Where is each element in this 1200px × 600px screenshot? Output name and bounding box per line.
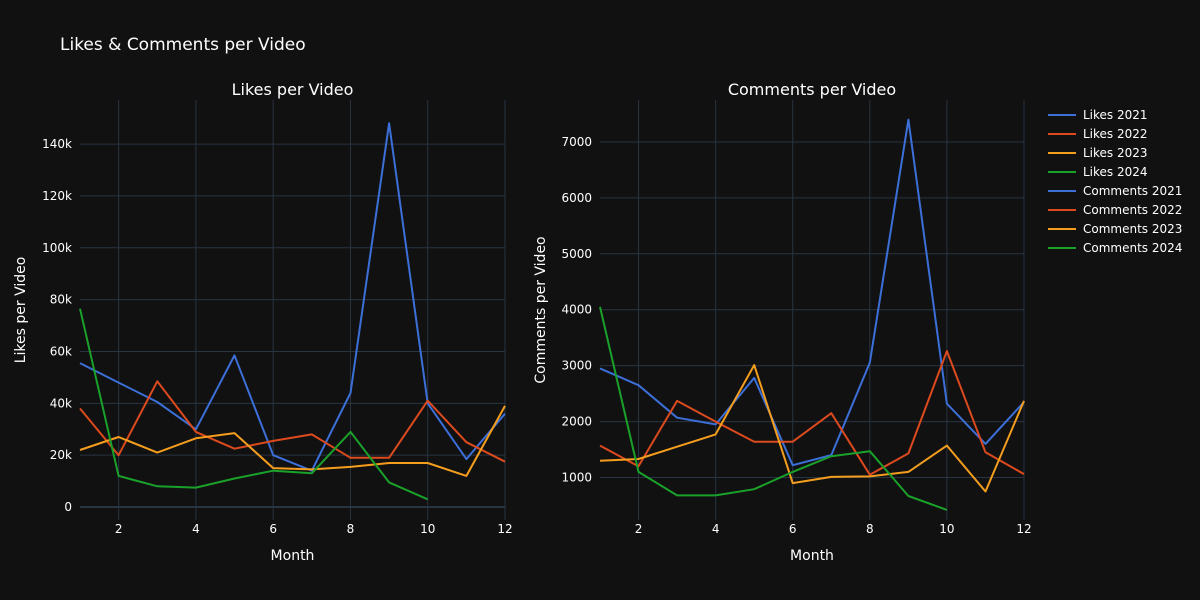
legend-item: Likes 2022 [1083,127,1148,141]
panel1-y-axis-title: Likes per Video [13,257,29,364]
legend-item: Likes 2023 [1083,146,1148,160]
panel2-series-line [599,364,1025,493]
panel1-x-tick-label: 10 [420,522,435,536]
panel2-x-axis-title: Month [790,548,834,564]
panel2-y-tick-label: 4000 [561,303,592,317]
panel1-series-line [79,308,429,501]
panel1-y-tick-label: 80k [50,293,72,307]
panel2-y-axis-title: Comments per Video [533,236,549,383]
legend-item: Comments 2024 [1083,241,1182,255]
panel2-y-tick-label: 1000 [561,470,592,484]
panel1-series-line [79,405,506,477]
panel1-series-line [79,380,506,463]
panel1-x-tick-label: 6 [269,522,277,536]
panel1-subplot-title: Likes per Video [232,80,354,99]
panel1-x-tick-label: 2 [115,522,123,536]
panel1-y-tick-label: 60k [50,344,72,358]
legend-item: Likes 2021 [1083,108,1148,122]
panel1-x-tick-label: 8 [347,522,355,536]
panel2-subplot-title: Comments per Video [728,80,896,99]
panel2-series-line [599,118,1025,467]
panel1-y-tick-label: 100k [42,241,72,255]
panel2-x-tick-label: 2 [635,522,643,536]
panel1-y-tick-label: 40k [50,396,72,410]
legend-item: Comments 2021 [1083,184,1182,198]
panel2-y-tick-label: 2000 [561,415,592,429]
panel2-y-tick-label: 7000 [561,135,592,149]
panel2-x-tick-label: 6 [789,522,797,536]
panel1-x-tick-label: 4 [192,522,200,536]
panel2-y-tick-label: 5000 [561,247,592,261]
legend-item: Likes 2024 [1083,165,1148,179]
panel1-y-tick-label: 140k [42,137,72,151]
panel2-x-tick-label: 4 [712,522,720,536]
panel2-series-line [599,350,1025,476]
legend-item: Comments 2022 [1083,203,1182,217]
panel2-y-tick-label: 3000 [561,359,592,373]
legend-item: Comments 2023 [1083,222,1182,236]
chart-title: Likes & Comments per Video [60,35,306,55]
panel2-y-tick-label: 6000 [561,191,592,205]
panel1-x-tick-label: 12 [497,522,512,536]
panel2-x-tick-label: 8 [866,522,874,536]
panel1-y-tick-label: 120k [42,189,72,203]
panel2-series-line [599,306,948,511]
panel1-y-tick-label: 0 [64,500,72,514]
panel1-series-line [79,122,506,472]
panel1-x-axis-title: Month [271,548,315,564]
panel1-y-tick-label: 20k [50,448,72,462]
panel2-x-tick-label: 10 [939,522,954,536]
panel2-x-tick-label: 12 [1016,522,1031,536]
